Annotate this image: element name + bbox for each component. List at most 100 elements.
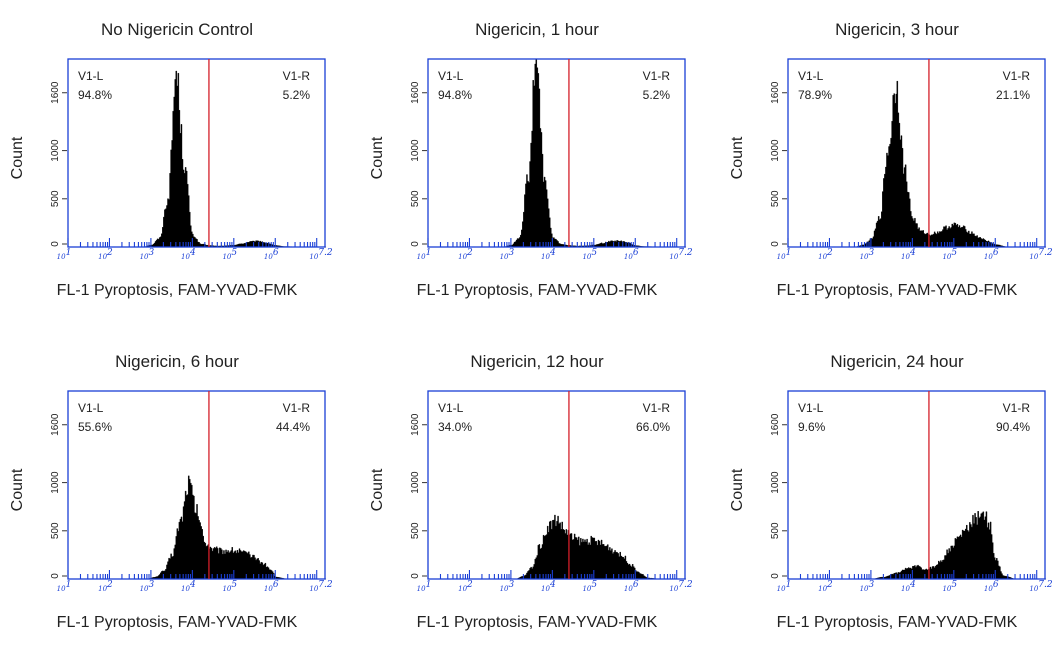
chart-1-y-tick-label: 0 [50,241,61,247]
chart-2-x-tick-label: 103 [500,248,515,261]
chart-3-x-tick-label: 102 [818,248,833,261]
chart-5-gate-left-percent: 34.0% [438,420,472,434]
chart-2-gate-right-name: V1-R [643,69,671,83]
chart-1-x-tick-label: 105 [222,248,237,261]
chart-5-y-tick-label: 1000 [410,471,421,494]
chart-3-gate-right-percent: 21.1% [996,88,1030,102]
chart-3-x-tick-label: 106 [984,248,999,261]
chart-1-x-tick-label: 106 [264,248,279,261]
chart-4-histogram [146,475,327,580]
chart-1-gate-left-percent: 94.8% [78,88,112,102]
chart-1-gate-left-name: V1-L [78,69,104,83]
chart-2-x-tick-label: 104 [541,248,556,261]
chart-6-plot-frame [787,390,1046,580]
chart-5-gate-right-percent: 66.0% [636,420,670,434]
chart-3-gate-left-percent: 78.9% [798,88,832,102]
chart-6-y-tick-label: 0 [770,573,781,579]
chart-6-x-tick-label: 101 [777,580,792,593]
chart-2-gate-left-percent: 94.8% [438,88,472,102]
chart-4-y-tick-label: 1000 [50,471,61,494]
chart-4-x-tick-label: 103 [140,580,155,593]
chart-5-y-tick-label: 0 [410,573,421,579]
chart-6-gate-right-percent: 90.4% [996,420,1030,434]
chart-5-panel: Nigericin, 12 hour FL-1 Pyroptosis, FAM-Y… [360,332,714,656]
chart-4-plot-frame [67,390,326,580]
chart-1-panel: No Nigericin Control FL-1 Pyroptosis, FAM… [0,0,354,324]
chart-2-panel: Nigericin, 1 hour FL-1 Pyroptosis, FAM-YV… [360,0,714,324]
chart-4-gate-right-percent: 44.4% [276,420,310,434]
chart-3-x-tick-label: 101 [777,248,792,261]
chart-5-x-tick-label: 101 [417,580,432,593]
chart-3-x-axis-label: FL-1 Pyroptosis, FAM-YVAD-FMK [776,282,1018,299]
chart-4-y-tick-label: 500 [50,522,61,539]
chart-2-y-tick-label: 0 [410,241,421,247]
chart-5-gate-left-name: V1-L [438,401,464,415]
chart-2-y-tick-label: 500 [410,190,421,207]
chart-6-histogram [870,511,1047,580]
chart-5-gate-right-name: V1-R [643,401,671,415]
chart-6-gate-right-name: V1-R [1003,401,1031,415]
chart-1-plot: V1-L 94.8% V1-R 5.2% 0 500 1000 1600 101 102 103 10… [50,58,333,261]
chart-4-y-tick-label: 0 [50,573,61,579]
chart-3-gate-left-name: V1-L [798,69,824,83]
chart-6-x-tick-label: 102 [818,580,833,593]
chart-4-title: Nigericin, 6 hour [115,352,239,371]
chart-6-plot: V1-L 9.6% V1-R 90.4% 0 500 1000 1600 101 102 103 10… [770,390,1053,593]
chart-6-x-axis-label: FL-1 Pyroptosis, FAM-YVAD-FMK [776,614,1018,631]
chart-6-gate-left-percent: 9.6% [798,420,826,434]
chart-1-x-tick-label: 101 [57,248,72,261]
chart-3-y-tick-label: 500 [770,190,781,207]
chart-3-gate-right-name: V1-R [1003,69,1031,83]
chart-6-y-tick-label: 1600 [770,413,781,436]
chart-4-x-tick-label: 102 [98,580,113,593]
chart-6-x-tick-label: 103 [860,580,875,593]
chart-5-x-axis-label: FL-1 Pyroptosis, FAM-YVAD-FMK [416,614,658,631]
chart-2-x-axis-label: FL-1 Pyroptosis, FAM-YVAD-FMK [416,282,658,299]
chart-4-x-tick-label: 107.2 [309,580,333,593]
chart-2-x-tick-label: 105 [582,248,597,261]
chart-5-x-tick-label: 103 [500,580,515,593]
chart-3-x-tick-label: 104 [901,248,916,261]
chart-4-gate-left-name: V1-L [78,401,104,415]
chart-1-x-axis-label: FL-1 Pyroptosis, FAM-YVAD-FMK [56,282,298,299]
chart-2-title: Nigericin, 1 hour [475,20,599,39]
chart-2-x-tick-label: 102 [458,248,473,261]
chart-6-x-tick-label: 105 [942,580,957,593]
chart-2-y-tick-label: 1000 [410,139,421,162]
chart-5-histogram [515,514,687,580]
chart-6-gate-left-name: V1-L [798,401,824,415]
chart-3-panel: Nigericin, 3 hour FL-1 Pyroptosis, FAM-YV… [720,0,1064,324]
chart-6-x-tick-label: 104 [901,580,916,593]
chart-4-x-axis-label: FL-1 Pyroptosis, FAM-YVAD-FMK [56,614,298,631]
chart-3-plot-frame [787,58,1046,248]
chart-1-x-tick-label: 103 [140,248,155,261]
chart-6-x-tick-label: 107.2 [1029,580,1053,593]
chart-4-x-tick-label: 104 [181,580,196,593]
chart-3-plot: V1-L 78.9% V1-R 21.1% 0 500 1000 1600 101 102 103 1… [770,58,1053,261]
chart-3-histogram [854,80,1047,248]
chart-4-x-tick-label: 101 [57,580,72,593]
chart-1-plot-frame [67,58,326,248]
chart-5-x-tick-label: 105 [582,580,597,593]
chart-3-x-tick-label: 107.2 [1029,248,1053,261]
chart-4-x-tick-label: 106 [264,580,279,593]
chart-1-y-tick-label: 1600 [50,81,61,104]
chart-5-y-tick-label: 1600 [410,413,421,436]
chart-4-x-tick-label: 105 [222,580,237,593]
chart-5-x-tick-label: 107.2 [669,580,693,593]
chart-4-y-tick-label: 1600 [50,413,61,436]
chart-2-plot-frame [427,58,686,248]
chart-3-y-tick-label: 0 [770,241,781,247]
chart-6-y-tick-label: 1000 [770,471,781,494]
chart-6-x-tick-label: 106 [984,580,999,593]
chart-2-plot: V1-L 94.8% V1-R 5.2% 0 500 1000 1600 101 102 103 10… [410,58,693,261]
chart-5-x-tick-label: 102 [458,580,473,593]
chart-1-gate-right-percent: 5.2% [283,88,311,102]
chart-4-panel: Nigericin, 6 hour FL-1 Pyroptosis, FAM-YV… [0,332,354,656]
chart-1-x-tick-label: 102 [98,248,113,261]
chart-1-x-tick-label: 107.2 [309,248,333,261]
chart-1-x-tick-label: 104 [181,248,196,261]
chart-5-title: Nigericin, 12 hour [470,352,604,371]
chart-4-gate-left-percent: 55.6% [78,420,112,434]
chart-1-title: No Nigericin Control [100,20,254,39]
